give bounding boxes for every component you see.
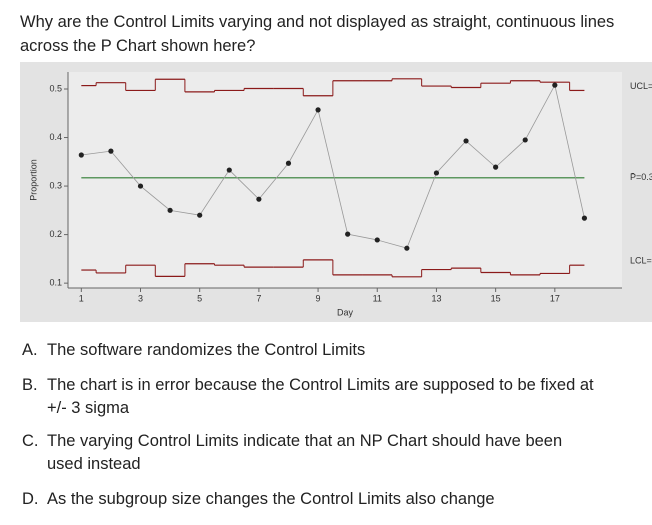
lcl-label: LCL= bbox=[630, 256, 652, 266]
y-tick-label: 0.3 bbox=[49, 180, 62, 190]
data-point bbox=[404, 245, 410, 251]
data-point bbox=[345, 231, 351, 237]
data-point bbox=[522, 137, 528, 143]
x-axis-title: Day bbox=[337, 307, 354, 317]
x-tick-label: 13 bbox=[431, 293, 441, 303]
data-point bbox=[108, 148, 114, 154]
y-axis-title: Proportion bbox=[28, 159, 38, 201]
option-letter: A. bbox=[22, 341, 38, 359]
data-point bbox=[256, 196, 262, 202]
y-tick-label: 0.5 bbox=[49, 83, 62, 93]
data-point bbox=[285, 160, 292, 166]
x-tick-label: 17 bbox=[550, 293, 560, 303]
option-text: The varying Control Limits indicate that… bbox=[47, 432, 563, 473]
option[interactable]: C. The varying Control Limits indicate th… bbox=[22, 430, 642, 476]
data-point bbox=[197, 212, 203, 218]
option[interactable]: D. As the subgroup size changes the Contr… bbox=[22, 488, 642, 511]
option-text: As the subgroup size changes the Control… bbox=[47, 490, 495, 508]
option[interactable]: A. The software randomizes the Control Li… bbox=[22, 339, 642, 362]
data-point bbox=[493, 164, 499, 170]
question: Why are the Control Limits varying and n… bbox=[20, 13, 615, 55]
data-point bbox=[137, 183, 144, 189]
data-point bbox=[78, 152, 84, 158]
ucl-label: UCL= bbox=[630, 81, 652, 91]
data-line bbox=[81, 83, 585, 249]
plot-area bbox=[68, 72, 622, 288]
option-letter: C. bbox=[22, 432, 39, 450]
data-point bbox=[552, 82, 558, 88]
option-text: The software randomizes the Control Limi… bbox=[47, 341, 366, 359]
x-tick-label: 5 bbox=[197, 293, 202, 303]
chart: Proportion Day 0.10.20.30.40.51 3 5 7 9 11 13 1… bbox=[20, 62, 652, 322]
y-tick-label: 0.2 bbox=[49, 229, 62, 239]
data-point bbox=[581, 215, 588, 221]
data-point bbox=[226, 167, 232, 173]
x-tick-label: 7 bbox=[256, 293, 261, 303]
center-label: P̄=0.3 bbox=[630, 172, 652, 182]
y-tick-label: 0.4 bbox=[49, 132, 62, 142]
option-letter: B. bbox=[22, 376, 38, 394]
x-tick-label: 15 bbox=[491, 293, 501, 303]
data-point bbox=[315, 107, 321, 113]
x-tick-label: 11 bbox=[373, 293, 382, 303]
x-tick-label: 9 bbox=[316, 293, 321, 303]
x-tick-label: 3 bbox=[138, 293, 143, 303]
option-text: The chart is in error because the Contro… bbox=[47, 376, 594, 417]
option[interactable]: B. The chart is in error because the Cont… bbox=[22, 374, 642, 420]
x-tick-label: 1 bbox=[79, 293, 84, 303]
option-letter: D. bbox=[22, 490, 39, 508]
data-point bbox=[167, 207, 173, 213]
y-tick-label: 0.1 bbox=[49, 278, 62, 288]
data-point bbox=[463, 138, 469, 144]
data-point bbox=[433, 170, 440, 176]
data-point bbox=[374, 237, 380, 243]
